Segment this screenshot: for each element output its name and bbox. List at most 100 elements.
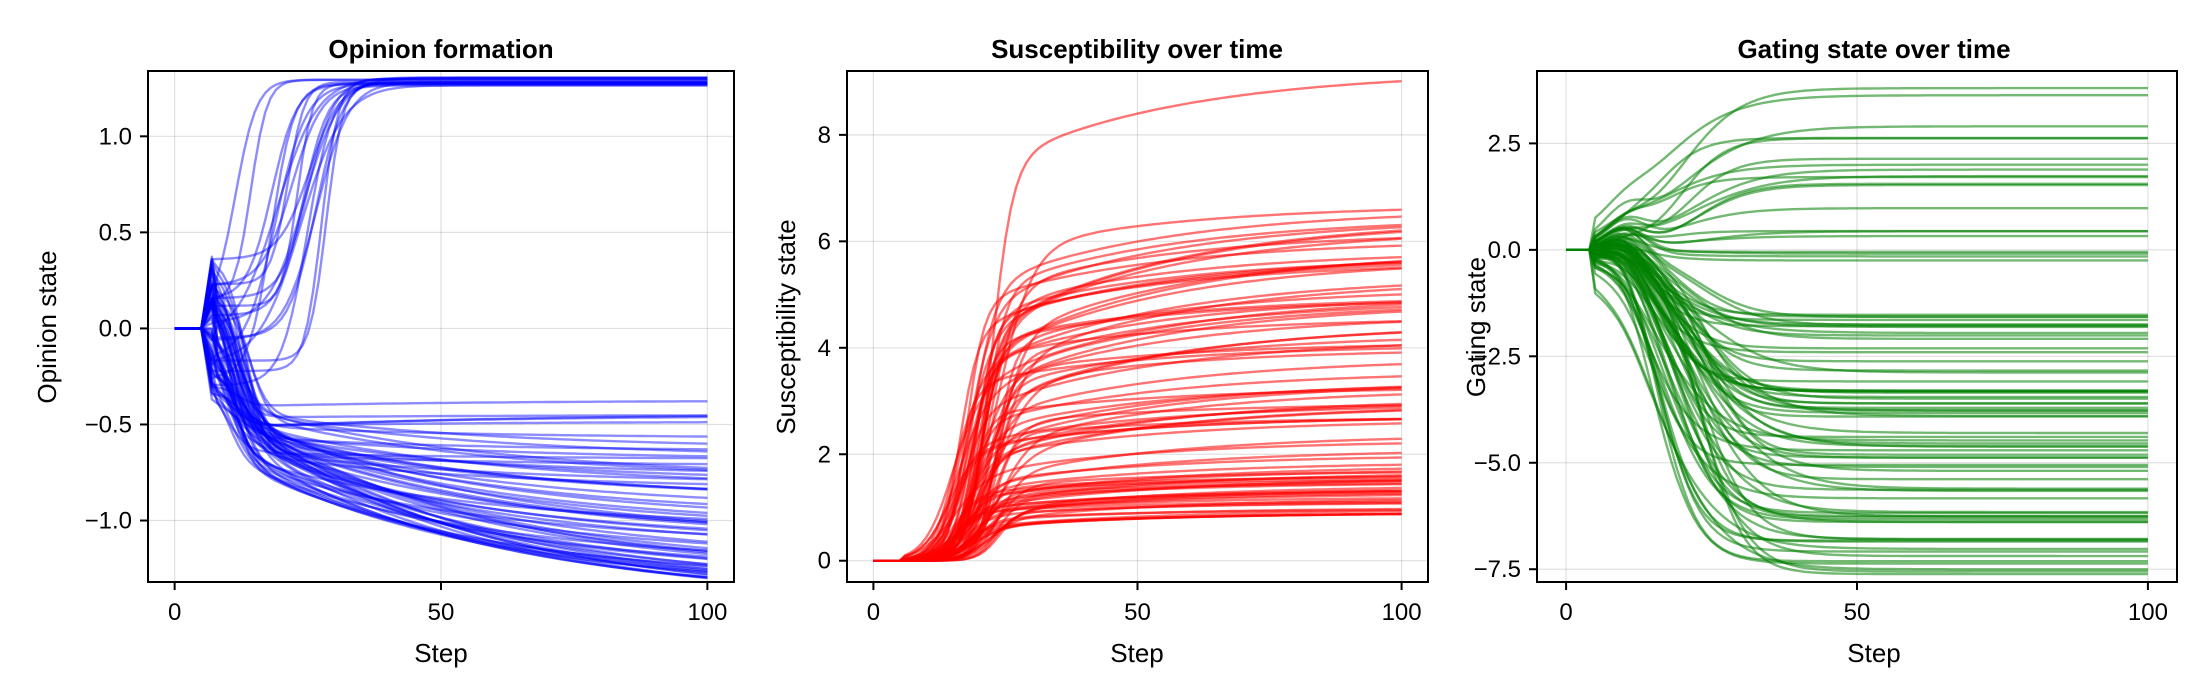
series-line xyxy=(873,267,1402,562)
series-line xyxy=(174,77,708,373)
series-line xyxy=(873,301,1402,562)
series-line xyxy=(873,363,1402,562)
series-line xyxy=(174,327,708,491)
series-line xyxy=(174,264,708,419)
series-line xyxy=(174,327,708,543)
series-line xyxy=(174,285,708,500)
series-line xyxy=(174,258,708,477)
series-line xyxy=(1566,237,2148,255)
series-line xyxy=(174,78,708,330)
y-tick-label: −1.0 xyxy=(85,508,132,535)
y-tick-label: 2 xyxy=(818,441,831,468)
series-line xyxy=(174,327,708,561)
y-tick-label: −2.5 xyxy=(1474,343,1521,370)
series-line xyxy=(1566,226,2148,254)
series-line xyxy=(1566,248,2148,467)
series-line xyxy=(174,327,708,506)
y-tick-label: 0.0 xyxy=(1488,237,1521,264)
series-line xyxy=(174,327,708,491)
series-line xyxy=(174,294,708,515)
series-line xyxy=(1566,229,2148,251)
series-line xyxy=(174,314,708,509)
series-line xyxy=(174,78,708,330)
series-line xyxy=(174,327,708,460)
series-line xyxy=(873,347,1402,562)
series-line xyxy=(1566,248,2148,524)
series-line xyxy=(174,327,708,574)
series-line xyxy=(174,299,708,576)
series-line xyxy=(174,76,708,339)
series-line xyxy=(1566,240,2148,340)
y-tick-label: 0 xyxy=(818,548,831,575)
series-line xyxy=(174,293,708,553)
panel-opinion-formation: Opinion formation Step Opinion state 0 50… xyxy=(32,34,735,668)
series-line xyxy=(174,305,708,480)
series-line xyxy=(174,327,708,521)
series-group xyxy=(174,76,708,580)
series-line xyxy=(174,327,708,523)
series-line xyxy=(1566,248,2148,452)
series-line xyxy=(174,77,708,330)
series-line xyxy=(1566,157,2148,251)
series-line xyxy=(174,327,708,438)
series-line xyxy=(1566,241,2148,405)
series-line xyxy=(1566,248,2148,442)
series-line xyxy=(174,327,708,560)
series-line xyxy=(174,285,708,526)
series-line xyxy=(174,301,708,530)
series-line xyxy=(1566,248,2148,448)
series-line xyxy=(174,327,708,407)
series-line xyxy=(1566,183,2148,251)
series-line xyxy=(174,327,708,550)
x-axis-label: Step xyxy=(414,638,468,668)
series-line xyxy=(174,327,708,568)
series-line xyxy=(174,327,708,517)
series-line xyxy=(174,84,708,330)
series-line xyxy=(174,300,708,556)
series-line xyxy=(873,489,1402,562)
series-line xyxy=(174,327,708,580)
series-line xyxy=(1566,174,2148,251)
series-line xyxy=(1566,244,2148,472)
x-tick-label: 50 xyxy=(428,599,455,626)
series-line xyxy=(174,255,708,453)
y-tick-label: −5.0 xyxy=(1474,450,1521,477)
x-tick-label: 50 xyxy=(1844,599,1871,626)
y-axis-label: Opinion state xyxy=(32,250,62,403)
y-tick-label: 0.5 xyxy=(99,219,132,246)
series-line xyxy=(174,260,708,566)
panel-susceptibility: Susceptibility over time Step Susceptibi… xyxy=(771,34,1429,668)
x-tick-label: 0 xyxy=(1559,599,1572,626)
series-line xyxy=(174,327,708,579)
series-line xyxy=(174,282,708,536)
series-line xyxy=(174,297,708,545)
series-line xyxy=(174,76,708,342)
y-tick-label: −0.5 xyxy=(85,411,132,438)
x-axis-label: Step xyxy=(1847,638,1901,668)
series-line xyxy=(1566,248,2148,551)
series-line xyxy=(174,83,708,330)
series-line xyxy=(174,301,708,524)
series-line xyxy=(174,327,708,532)
series-line xyxy=(1566,232,2148,251)
series-line xyxy=(174,305,708,558)
series-line xyxy=(174,285,708,458)
series-line xyxy=(1566,248,2148,565)
series-line xyxy=(174,317,708,486)
series-line xyxy=(1566,86,2148,251)
series-line xyxy=(174,327,708,490)
series-line xyxy=(174,83,708,366)
series-line xyxy=(873,406,1402,562)
series-line xyxy=(1566,245,2148,262)
series-line xyxy=(174,80,708,330)
series-line xyxy=(873,482,1402,562)
series-line xyxy=(174,296,708,445)
y-tick-label: 4 xyxy=(818,335,831,362)
x-tick-label: 100 xyxy=(687,599,727,626)
y-tick-label: 1.0 xyxy=(99,123,132,150)
series-line xyxy=(873,237,1402,562)
series-line xyxy=(174,82,708,330)
series-line xyxy=(174,327,708,573)
